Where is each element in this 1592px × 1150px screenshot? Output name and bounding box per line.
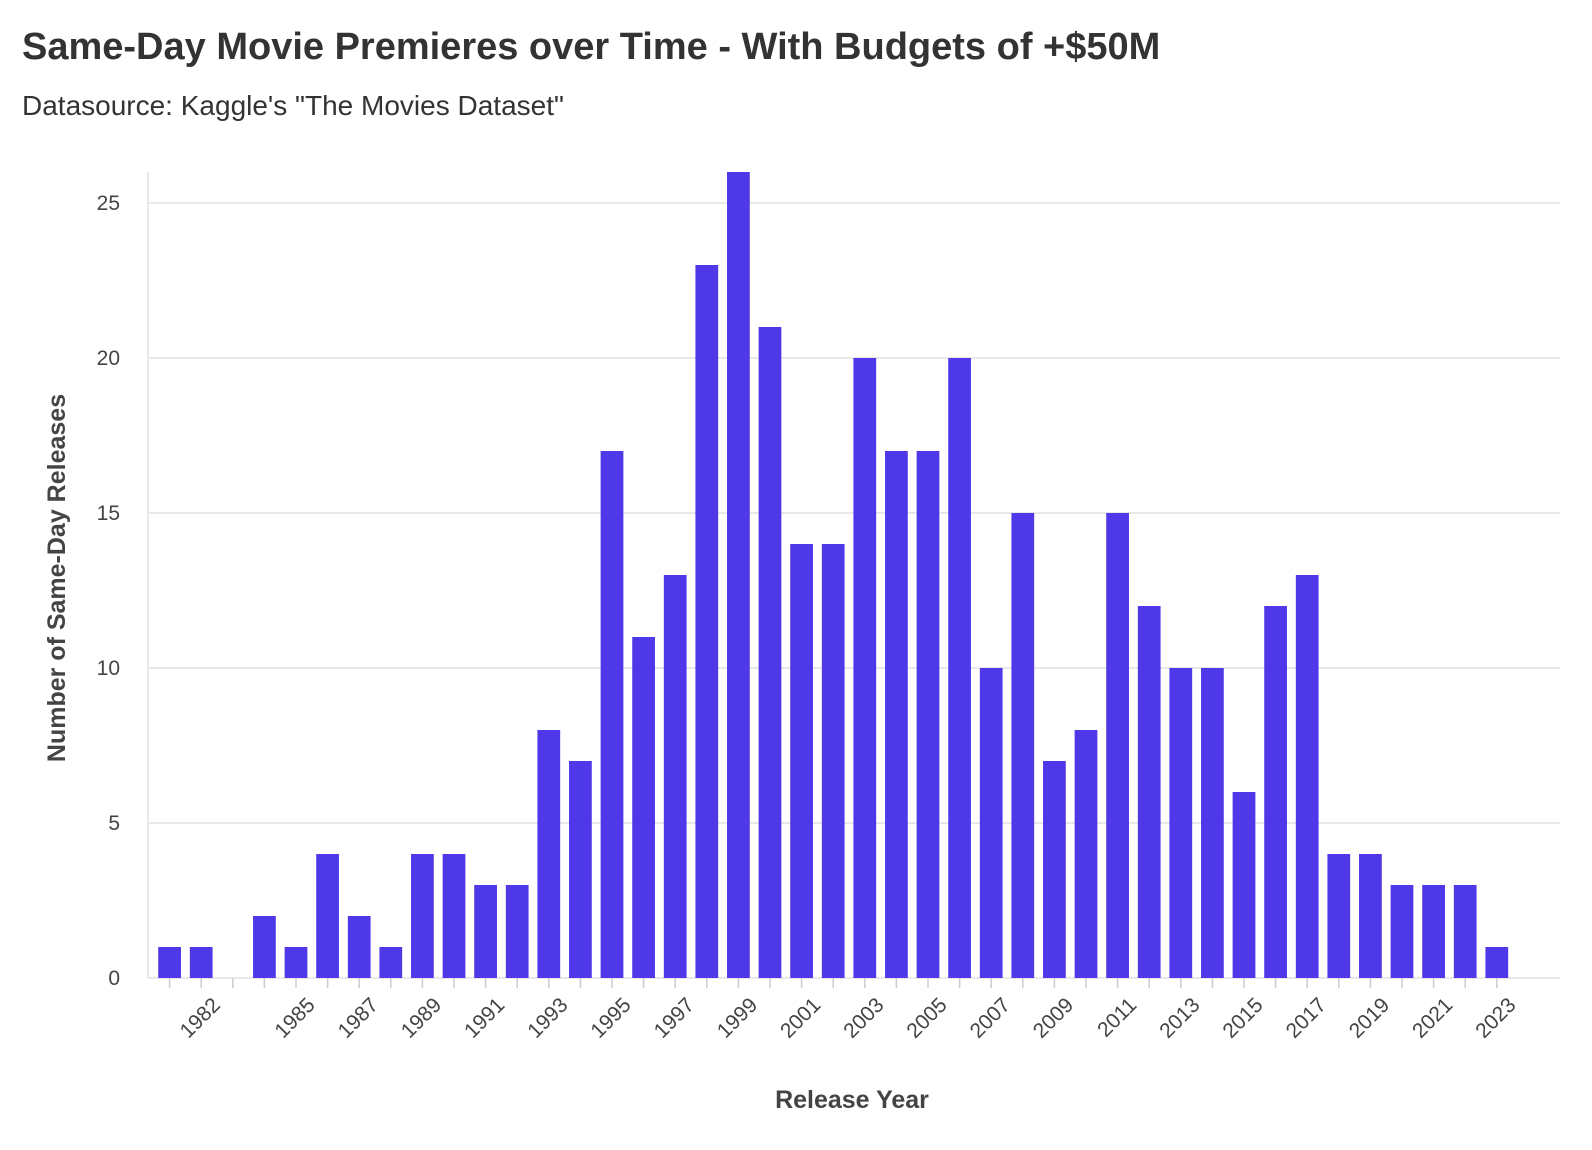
bar-1986 xyxy=(316,854,339,978)
bar-2014 xyxy=(1201,668,1224,978)
bar-2021 xyxy=(1422,885,1445,978)
bar-2007 xyxy=(979,668,1003,978)
bar-1989 xyxy=(411,854,434,978)
bar-1982 xyxy=(189,947,213,978)
x-tick-label: 1982 xyxy=(176,993,225,1042)
chart-subtitle: Datasource: Kaggle's "The Movies Dataset… xyxy=(22,90,564,121)
x-tick-label: 1991 xyxy=(460,993,509,1042)
bar-2012 xyxy=(1137,606,1161,978)
bar-2009 xyxy=(1043,761,1066,978)
bar-1990 xyxy=(442,854,466,978)
x-tick-label: 1993 xyxy=(523,993,572,1042)
y-tick-label: 25 xyxy=(97,192,120,215)
bar-1991 xyxy=(474,885,497,978)
bar-2005 xyxy=(916,451,940,978)
x-tick-label: 1989 xyxy=(397,993,446,1042)
bar-2022 xyxy=(1453,885,1477,978)
bar-2019 xyxy=(1359,854,1382,978)
x-tick-label: 2007 xyxy=(966,993,1015,1042)
x-axis-title: Release Year xyxy=(775,1086,929,1114)
x-tick-label: 2021 xyxy=(1408,993,1457,1042)
x-tick-label: 1995 xyxy=(586,993,635,1042)
x-tick-label: 1997 xyxy=(650,993,699,1042)
bar-2023 xyxy=(1485,947,1509,978)
bar-1998 xyxy=(695,265,719,978)
bar-2020 xyxy=(1390,885,1414,978)
y-tick-label: 20 xyxy=(97,347,120,370)
bar-2001 xyxy=(790,544,813,978)
x-tick-label: 2019 xyxy=(1345,993,1394,1042)
bar-2015 xyxy=(1232,792,1256,978)
x-tick-label: 2001 xyxy=(776,993,825,1042)
x-tick-label: 2005 xyxy=(902,993,951,1042)
bar-1993 xyxy=(537,730,561,978)
x-tick-label: 1999 xyxy=(713,993,762,1042)
bars xyxy=(158,172,1509,978)
y-axis-ticks: 0 5 10 15 20 25 xyxy=(97,192,120,990)
x-tick-label: 2009 xyxy=(1029,993,1078,1042)
x-axis-ticks: 1982 1985 1987 1989 1991 1993 1995 1997 1999 2001… xyxy=(168,978,1521,1043)
bar-2000 xyxy=(758,327,782,978)
bar-1987 xyxy=(347,916,371,978)
bar-2016 xyxy=(1264,606,1287,978)
y-tick-label: 15 xyxy=(97,502,120,525)
bar-1999 xyxy=(727,172,750,978)
chart-title: Same-Day Movie Premieres over Time - Wit… xyxy=(22,26,1161,68)
bar-2008 xyxy=(1011,513,1035,978)
x-tick-label: 2011 xyxy=(1093,993,1141,1041)
bar-1997 xyxy=(663,575,687,978)
x-tick-label: 1985 xyxy=(270,993,319,1042)
y-tick-label: 5 xyxy=(108,812,120,835)
bar-2010 xyxy=(1074,730,1098,978)
y-axis-title: Number of Same-Day Releases xyxy=(43,394,71,762)
x-tick-label: 2023 xyxy=(1471,993,1520,1042)
bar-2002 xyxy=(821,544,845,978)
x-tick-label: 2015 xyxy=(1218,993,1267,1042)
bar-2003 xyxy=(853,358,877,978)
bar-1992 xyxy=(505,885,529,978)
bar-2017 xyxy=(1295,575,1319,978)
x-tick-label: 2013 xyxy=(1155,993,1204,1042)
y-tick-label: 10 xyxy=(97,657,120,680)
x-tick-label: 2017 xyxy=(1282,993,1331,1042)
bar-2004 xyxy=(885,451,908,978)
x-tick-label: 2003 xyxy=(839,993,888,1042)
bar-2013 xyxy=(1169,668,1193,978)
x-tick-label: 1987 xyxy=(334,993,383,1042)
bar-1994 xyxy=(569,761,592,978)
y-tick-label: 0 xyxy=(108,967,120,990)
bar-1981 xyxy=(158,947,181,978)
bar-1995 xyxy=(600,451,624,978)
bar-1996 xyxy=(632,637,655,978)
bar-2006 xyxy=(948,358,971,978)
bar-2018 xyxy=(1327,854,1351,978)
bar-1985 xyxy=(284,947,308,978)
bar-1984 xyxy=(253,916,276,978)
bar-1988 xyxy=(379,947,403,978)
bar-2011 xyxy=(1106,513,1129,978)
